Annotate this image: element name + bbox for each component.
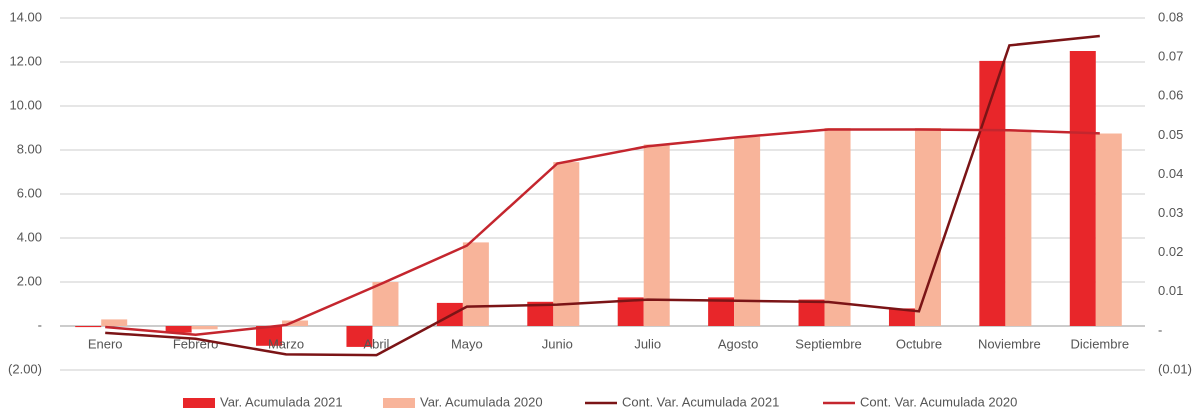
y2-tick-label: (0.01): [1158, 361, 1192, 376]
x-tick-label: Marzo: [268, 336, 304, 351]
bar: [372, 282, 399, 326]
bar: [165, 326, 192, 333]
y2-tick-label: 0.03: [1158, 205, 1183, 220]
x-tick-label: Junio: [542, 336, 573, 351]
bar: [553, 162, 580, 326]
bar: [191, 326, 218, 330]
y2-tick-label: 0.07: [1158, 49, 1183, 64]
bar: [798, 299, 825, 326]
x-tick-label: Julio: [634, 336, 661, 351]
y2-tick-label: 0.08: [1158, 9, 1183, 24]
y-tick-label: 14.00: [9, 9, 42, 24]
legend-swatch: [383, 398, 415, 408]
bar: [888, 308, 915, 326]
y-tick-label: 12.00: [9, 53, 42, 68]
x-tick-label: Enero: [88, 336, 123, 351]
x-tick-label: Agosto: [718, 336, 758, 351]
line: [105, 34, 1100, 357]
y-tick-label: 2.00: [17, 273, 42, 288]
y-tick-label: 8.00: [17, 141, 42, 156]
bar: [462, 242, 489, 326]
legend-label: Cont. Var. Acumulada 2021: [622, 394, 779, 409]
x-tick-label: Octubre: [896, 336, 942, 351]
bar: [914, 128, 941, 326]
legend-label: Var. Acumulada 2020: [420, 394, 543, 409]
bar: [1095, 133, 1122, 326]
y-tick-label: 4.00: [17, 229, 42, 244]
y2-tick-label: 0.01: [1158, 283, 1183, 298]
x-tick-label: Mayo: [451, 336, 483, 351]
y2-tick-label: 0.04: [1158, 166, 1183, 181]
bar: [979, 60, 1006, 327]
x-tick-label: Diciembre: [1071, 336, 1130, 351]
bar: [1005, 130, 1032, 326]
bar: [101, 319, 128, 326]
bar: [256, 326, 283, 346]
x-tick-label: Abril: [363, 336, 389, 351]
y2-tick-label: 0.05: [1158, 127, 1183, 142]
x-tick-label: Noviembre: [978, 336, 1041, 351]
y-tick-label: (2.00): [8, 361, 42, 376]
legend-swatch: [183, 398, 215, 408]
y2-tick-label: 0.06: [1158, 88, 1183, 103]
bar: [75, 326, 102, 328]
bar: [346, 326, 373, 347]
legend-label: Cont. Var. Acumulada 2020: [860, 394, 1017, 409]
y-tick-label: 10.00: [9, 97, 42, 112]
bar: [1069, 51, 1096, 326]
bar: [643, 144, 670, 326]
legend-label: Var. Acumulada 2021: [220, 394, 343, 409]
bar: [824, 128, 851, 326]
y-tick-label: -: [38, 317, 42, 332]
y2-tick-label: 0.02: [1158, 244, 1183, 259]
bar: [282, 320, 309, 326]
bar: [708, 297, 735, 326]
y2-tick-label: -: [1158, 322, 1162, 337]
x-tick-label: Septiembre: [795, 336, 861, 351]
y-tick-label: 6.00: [17, 185, 42, 200]
line: [105, 128, 1100, 337]
bar: [734, 136, 761, 326]
